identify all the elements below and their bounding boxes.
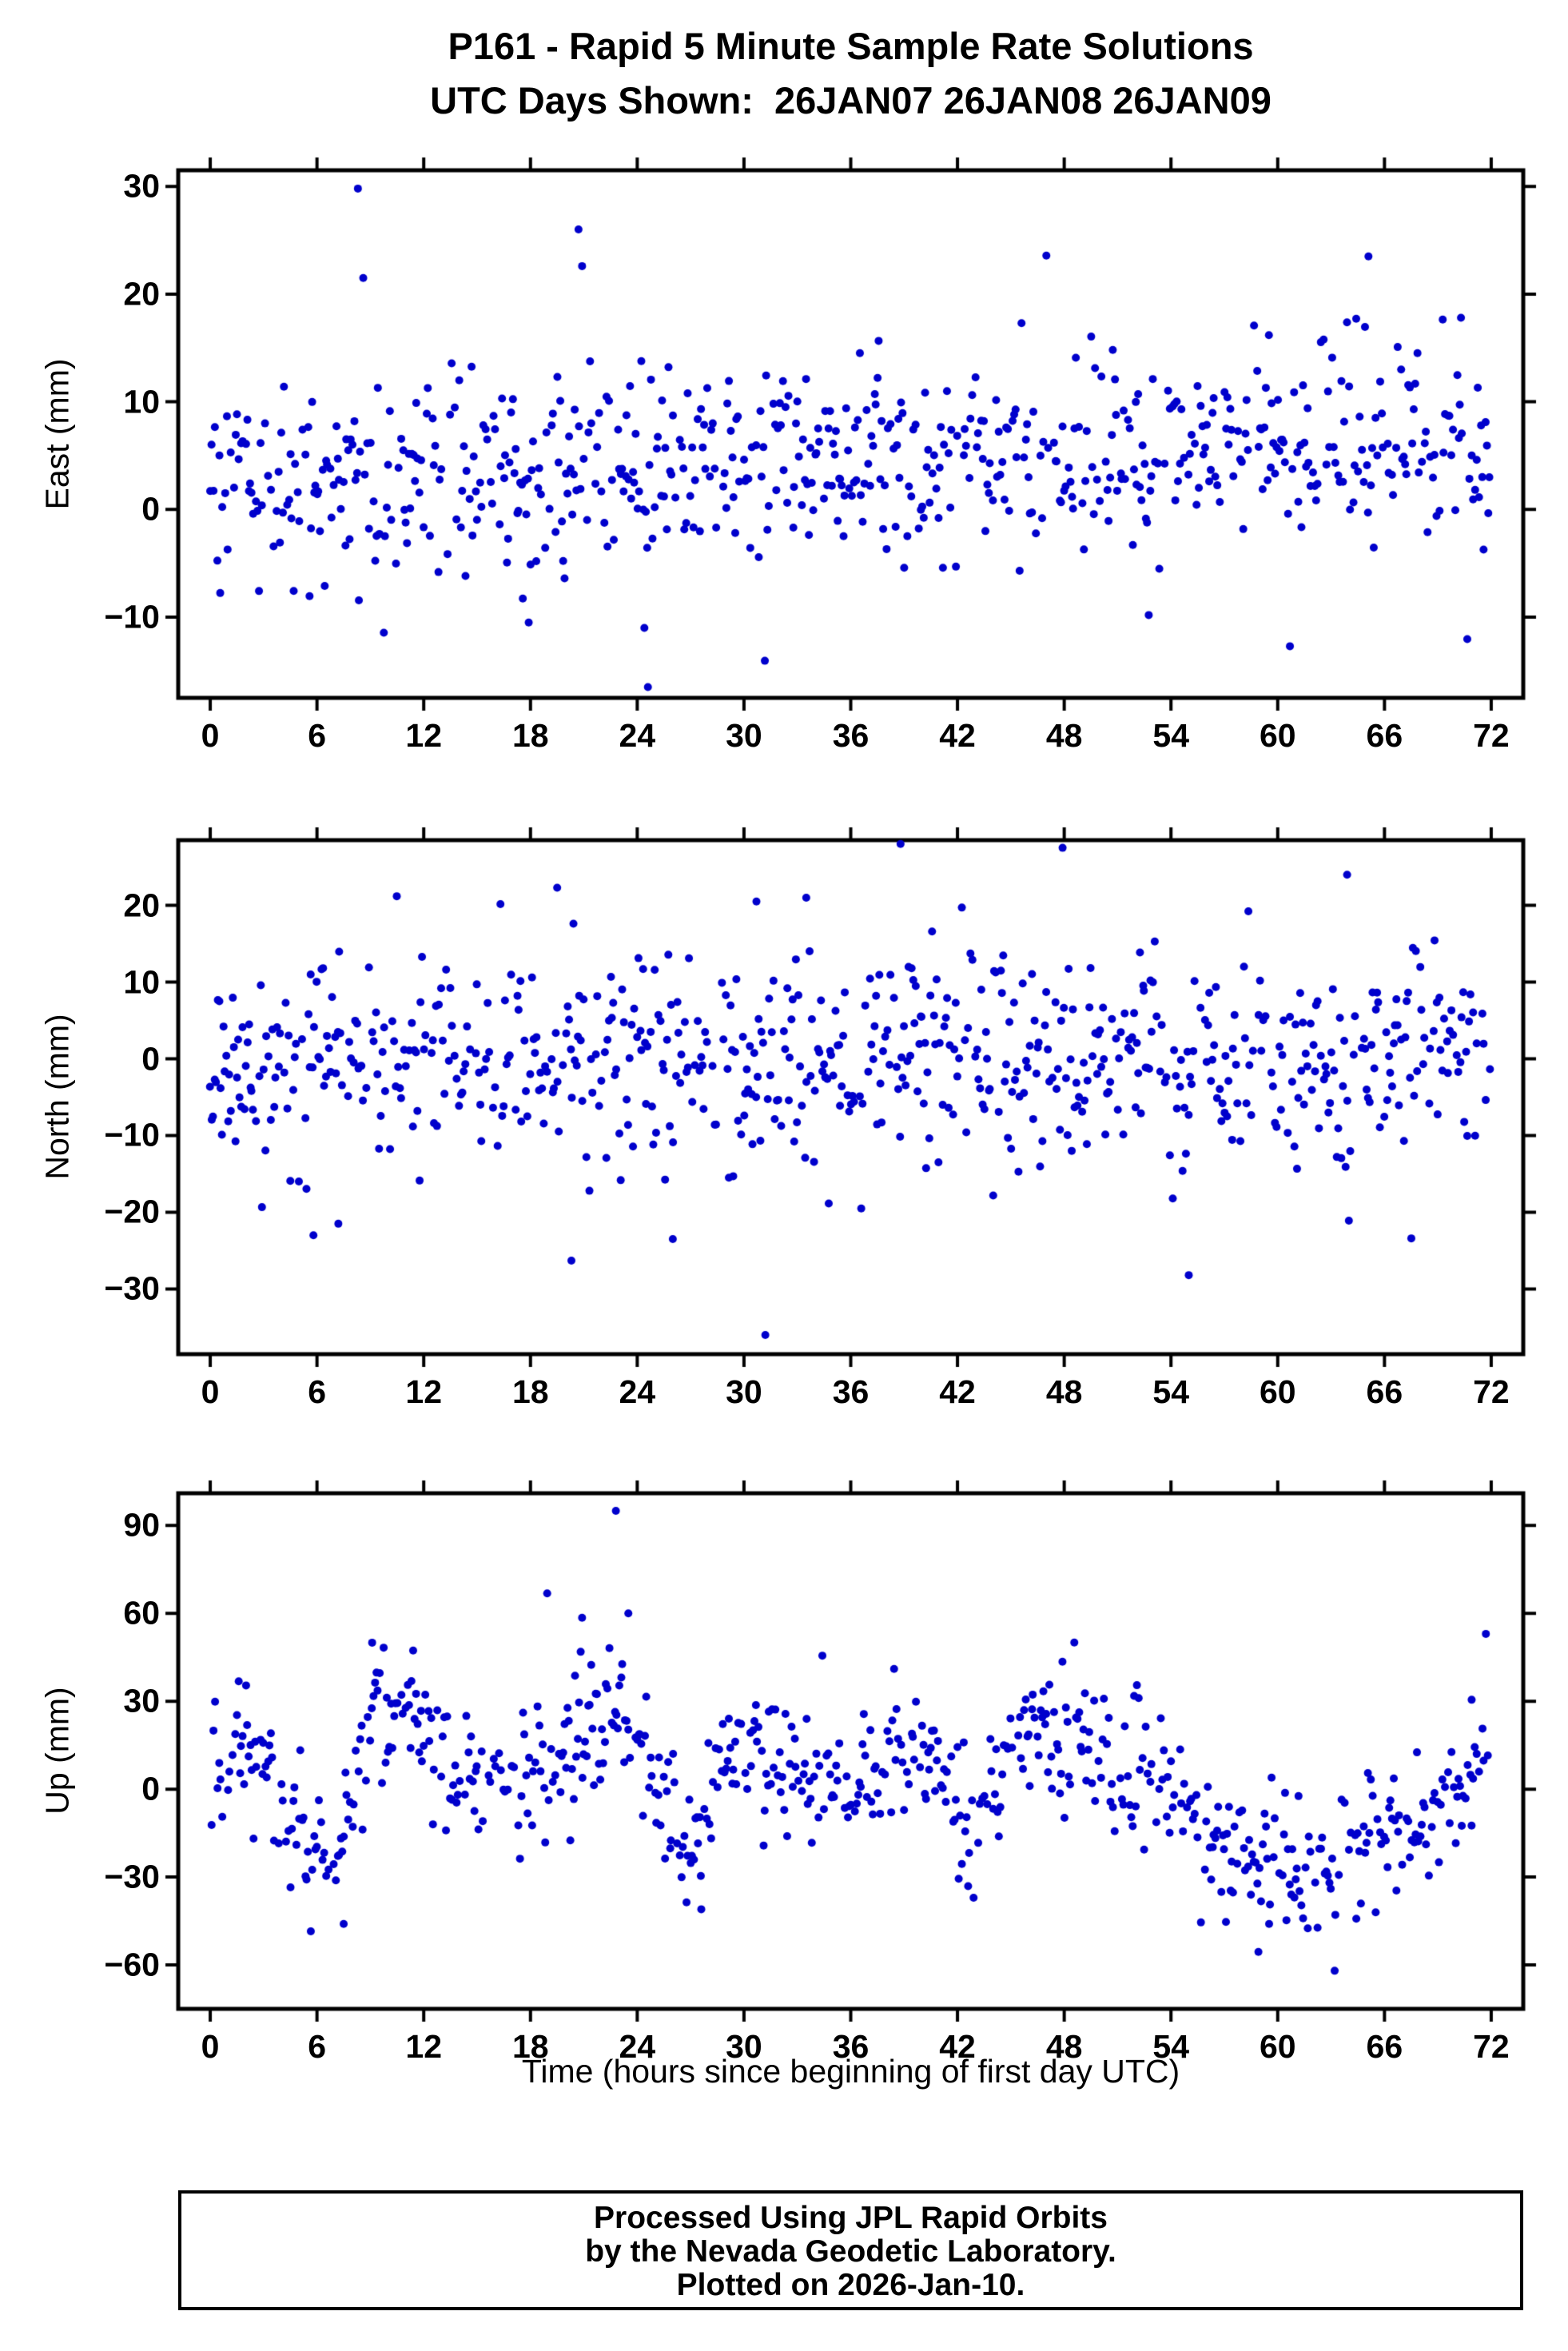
x-tick-label: 12 xyxy=(405,1373,443,1410)
y-tick-label: −10 xyxy=(104,598,160,636)
x-tick-label: 72 xyxy=(1473,717,1510,754)
x-tick-label: 72 xyxy=(1473,2028,1510,2065)
x-tick-label: 54 xyxy=(1152,717,1190,754)
x-tick-label: 42 xyxy=(939,2028,976,2065)
subtitle-utc-days: UTC Days Shown: 26JAN07 26JAN08 26JAN09 xyxy=(430,79,1272,122)
x-tick-label: 66 xyxy=(1366,717,1403,754)
x-tick-label: 24 xyxy=(619,1373,656,1410)
x-tick-label: 48 xyxy=(1045,2028,1083,2065)
x-tick-label: 66 xyxy=(1366,2028,1403,2065)
y-tick-label: 0 xyxy=(141,1040,160,1077)
x-tick-label: 12 xyxy=(405,717,443,754)
x-tick-label: 48 xyxy=(1045,717,1083,754)
x-tick-label: 18 xyxy=(511,2028,549,2065)
y-tick-label: 30 xyxy=(123,1682,160,1719)
y-tick-label: 10 xyxy=(123,963,160,1001)
x-tick-label: 42 xyxy=(939,1373,976,1410)
x-tick-label: 60 xyxy=(1259,717,1296,754)
x-tick-label: 6 xyxy=(308,717,327,754)
x-tick-label: 48 xyxy=(1045,1373,1083,1410)
x-tick-label: 36 xyxy=(832,1373,870,1410)
x-tick-label: 30 xyxy=(726,2028,762,2065)
x-tick-label: 54 xyxy=(1152,2028,1190,2065)
y-tick-label: 0 xyxy=(141,1770,160,1807)
x-tick-label: 60 xyxy=(1259,1373,1296,1410)
x-tick-label: 24 xyxy=(619,2028,656,2065)
footer-line-2: by the Nevada Geodetic Laboratory. xyxy=(585,2234,1116,2269)
y-axis-label-north: North (mm) xyxy=(38,1014,76,1180)
x-tick-label: 60 xyxy=(1259,2028,1296,2065)
y-tick-label: −10 xyxy=(104,1116,160,1154)
y-tick-label: 20 xyxy=(123,275,160,313)
x-tick-label: 42 xyxy=(939,717,976,754)
y-tick-label: 90 xyxy=(123,1506,160,1544)
main-title: P161 - Rapid 5 Minute Sample Rate Soluti… xyxy=(448,25,1254,67)
x-tick-label: 72 xyxy=(1473,1373,1510,1410)
y-tick-label: −60 xyxy=(104,1946,160,1983)
x-tick-label: 54 xyxy=(1152,1373,1190,1410)
x-tick-label: 18 xyxy=(511,1373,549,1410)
x-tick-label: 0 xyxy=(201,1373,220,1410)
y-axis-label-east: East (mm) xyxy=(38,358,76,510)
x-tick-label: 6 xyxy=(308,2028,327,2065)
footer-line-1: Processed Using JPL Rapid Orbits xyxy=(594,2201,1108,2235)
x-tick-label: 36 xyxy=(832,2028,870,2065)
y-tick-label: 10 xyxy=(123,383,160,420)
footer-box: Processed Using JPL Rapid Orbits by the … xyxy=(178,2190,1523,2310)
x-tick-label: 6 xyxy=(308,1373,327,1410)
y-tick-label: 30 xyxy=(123,167,160,205)
footer-line-3: Plotted on 2026-Jan-10. xyxy=(676,2268,1025,2302)
y-tick-label: 0 xyxy=(141,490,160,528)
x-tick-label: 18 xyxy=(511,717,549,754)
x-tick-label: 0 xyxy=(201,2028,220,2065)
x-tick-label: 30 xyxy=(726,1373,762,1410)
x-tick-label: 30 xyxy=(726,717,762,754)
y-tick-label: −30 xyxy=(104,1269,160,1307)
x-axis-label: Time (hours since beginning of first day… xyxy=(521,2053,1180,2090)
x-tick-label: 24 xyxy=(619,717,656,754)
x-tick-label: 36 xyxy=(832,717,870,754)
y-tick-label: −30 xyxy=(104,1858,160,1895)
x-tick-label: 12 xyxy=(405,2028,443,2065)
y-tick-label: −20 xyxy=(104,1193,160,1230)
x-tick-label: 0 xyxy=(201,717,220,754)
y-tick-label: 20 xyxy=(123,887,160,924)
x-tick-label: 66 xyxy=(1366,1373,1403,1410)
y-tick-label: 60 xyxy=(123,1594,160,1632)
